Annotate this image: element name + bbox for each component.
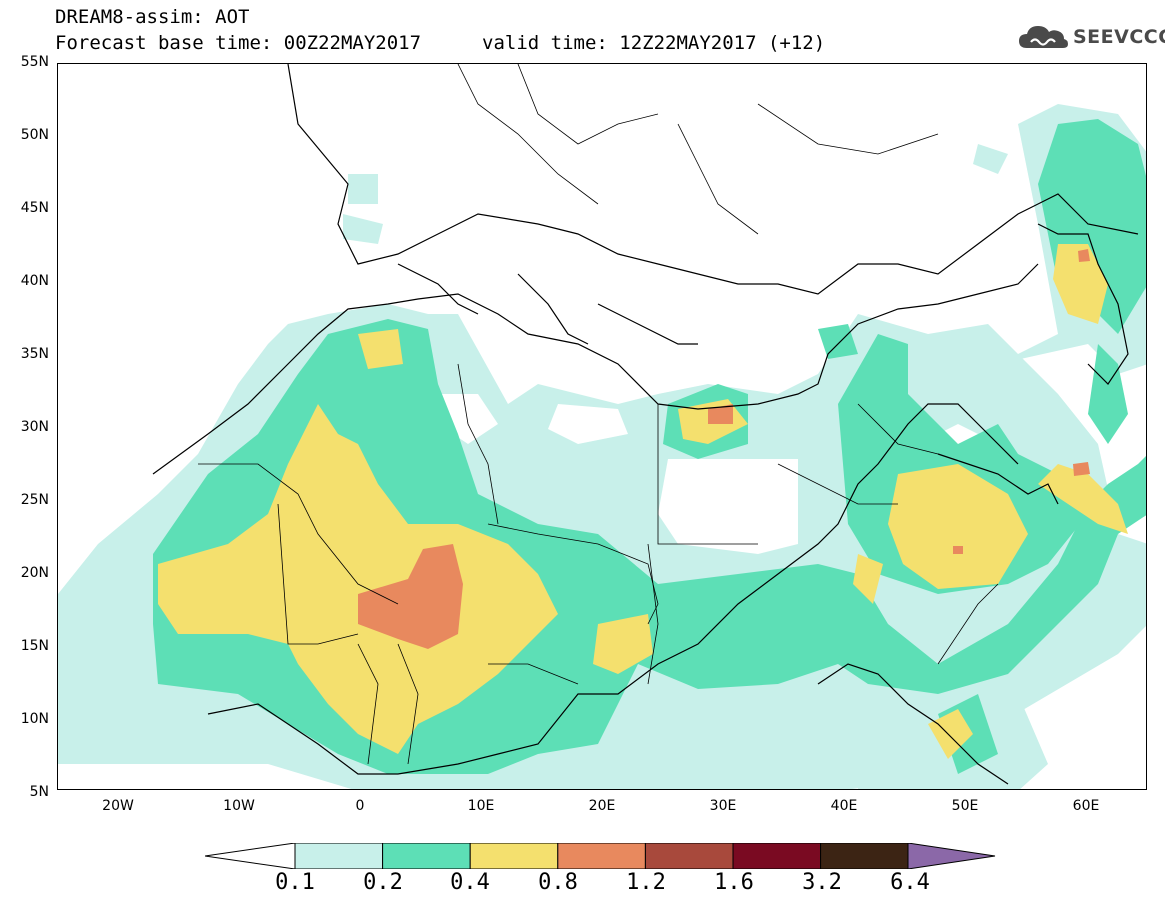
colorbar-cell-3.2 <box>820 843 909 869</box>
lat-label-5N: 5N <box>29 784 49 800</box>
coastlines <box>152 64 1139 785</box>
lon-label-60E: 60E <box>1072 798 1100 814</box>
lon-label-20E: 20E <box>588 798 616 814</box>
lon-label-30E: 30E <box>709 798 737 814</box>
lon-label-50E: 50E <box>951 798 979 814</box>
colorbar-label-0.1: 0.1 <box>275 870 315 895</box>
colorbar-cell-0.8 <box>557 843 646 869</box>
colorbar-under-arrow <box>205 843 296 869</box>
seevccc-logo: SEEVCCC <box>1017 22 1165 52</box>
lon-label-10E: 10E <box>467 798 495 814</box>
colorbar-label-0.2: 0.2 <box>363 870 403 895</box>
lat-label-40N: 40N <box>20 273 49 289</box>
lat-label-35N: 35N <box>20 346 49 362</box>
colorbar <box>205 843 996 869</box>
colorbar-cell-0.1 <box>294 843 384 869</box>
forecast-base-time: Forecast base time: 00Z22MAY2017 <box>55 32 422 54</box>
lon-label-40E: 40E <box>830 798 858 814</box>
colorbar-label-3.2: 3.2 <box>802 870 842 895</box>
colorbar-label-1.2: 1.2 <box>626 870 666 895</box>
lat-label-20N: 20N <box>20 565 49 581</box>
lat-label-50N: 50N <box>20 127 49 143</box>
lon-label-20W: 20W <box>102 798 134 814</box>
colorbar-cell-0.2 <box>382 843 471 869</box>
lon-label-0: 0 <box>355 798 365 814</box>
colorbar-label-6.4: 6.4 <box>890 870 930 895</box>
colorbar-cell-1.2 <box>644 843 734 869</box>
map-canvas <box>58 64 1146 789</box>
lat-label-15N: 15N <box>20 638 49 654</box>
lat-label-25N: 25N <box>20 492 49 508</box>
colorbar-cell-0.4 <box>469 843 559 869</box>
lon-label-10W: 10W <box>223 798 255 814</box>
map-title: DREAM8-assim: AOT <box>55 6 250 28</box>
cloud-icon <box>1019 26 1068 48</box>
aot-level-0.8 <box>358 249 1090 649</box>
lat-label-30N: 30N <box>20 419 49 435</box>
logo-text: SEEVCCC <box>1073 26 1165 48</box>
aot-level-0.4 <box>158 244 1128 759</box>
colorbar-label-0.8: 0.8 <box>538 870 578 895</box>
colorbar-label-1.6: 1.6 <box>714 870 754 895</box>
lat-label-10N: 10N <box>20 711 49 727</box>
lat-label-55N: 55N <box>20 54 49 70</box>
colorbar-over-arrow <box>907 843 996 869</box>
colorbar-label-0.4: 0.4 <box>450 870 490 895</box>
valid-time: valid time: 12Z22MAY2017 (+12) <box>482 32 826 54</box>
country-borders <box>198 64 999 765</box>
aot-map <box>57 63 1147 790</box>
colorbar-cell-1.6 <box>732 843 822 869</box>
lat-label-45N: 45N <box>20 200 49 216</box>
